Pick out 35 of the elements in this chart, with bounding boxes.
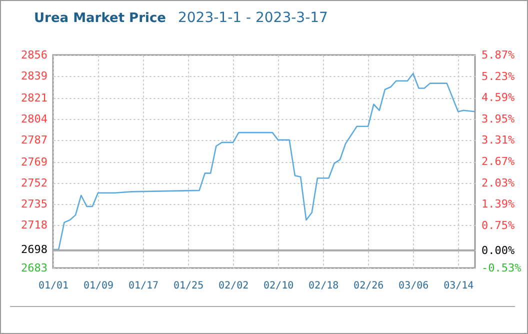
y-tick-label: 2752 bbox=[21, 176, 48, 190]
x-tick-label: 02/02 bbox=[218, 280, 249, 292]
y2-tick-label: 3.95% bbox=[482, 112, 515, 126]
y2-tick-label: 3.31% bbox=[482, 134, 515, 147]
x-tick-label: 01/25 bbox=[173, 280, 204, 292]
y2-tick-label: 2.03% bbox=[482, 176, 515, 190]
y-tick-label: 2856 bbox=[21, 48, 48, 62]
y-tick-label: 2821 bbox=[21, 92, 48, 105]
x-tick-label: 01/09 bbox=[83, 280, 114, 292]
y2-tick-label: 0.75% bbox=[482, 218, 515, 232]
y-tick-label: 2698 bbox=[21, 243, 48, 256]
x-tick-label: 02/18 bbox=[308, 280, 339, 292]
line-series bbox=[52, 72, 476, 250]
chart-subtitle: 2023-1-1 - 2023-3-17 bbox=[178, 10, 328, 26]
x-tick-label: 03/14 bbox=[444, 280, 474, 292]
y2-tick-label: 5.87% bbox=[482, 48, 515, 62]
x-tick-label: 03/06 bbox=[398, 280, 429, 292]
y-tick-label: 2787 bbox=[21, 133, 48, 146]
y2-tick-label: 2.67% bbox=[482, 155, 515, 168]
y-tick-label: 2839 bbox=[21, 69, 48, 82]
y-tick-label: 2683 bbox=[21, 262, 48, 274]
y-tick-label: 2804 bbox=[21, 112, 48, 126]
y2-tick-label: -0.53% bbox=[482, 262, 522, 274]
y-tick-label: 2735 bbox=[21, 197, 48, 210]
y-tick-label: 2769 bbox=[21, 156, 48, 169]
y2-tick-label: 0.00% bbox=[482, 244, 515, 257]
y2-tick-label: 4.59% bbox=[482, 91, 515, 104]
x-tick-label: 02/26 bbox=[354, 280, 384, 292]
y2-tick-label: 1.39% bbox=[482, 198, 515, 211]
x-tick-label: 01/17 bbox=[128, 280, 159, 292]
x-tick-label: 01/01 bbox=[38, 280, 69, 292]
y2-tick-label: 5.23% bbox=[482, 70, 515, 83]
chart-title: Urea Market Price bbox=[34, 11, 166, 26]
y-tick-label: 2718 bbox=[21, 218, 48, 232]
x-tick-label: 02/10 bbox=[264, 280, 294, 292]
